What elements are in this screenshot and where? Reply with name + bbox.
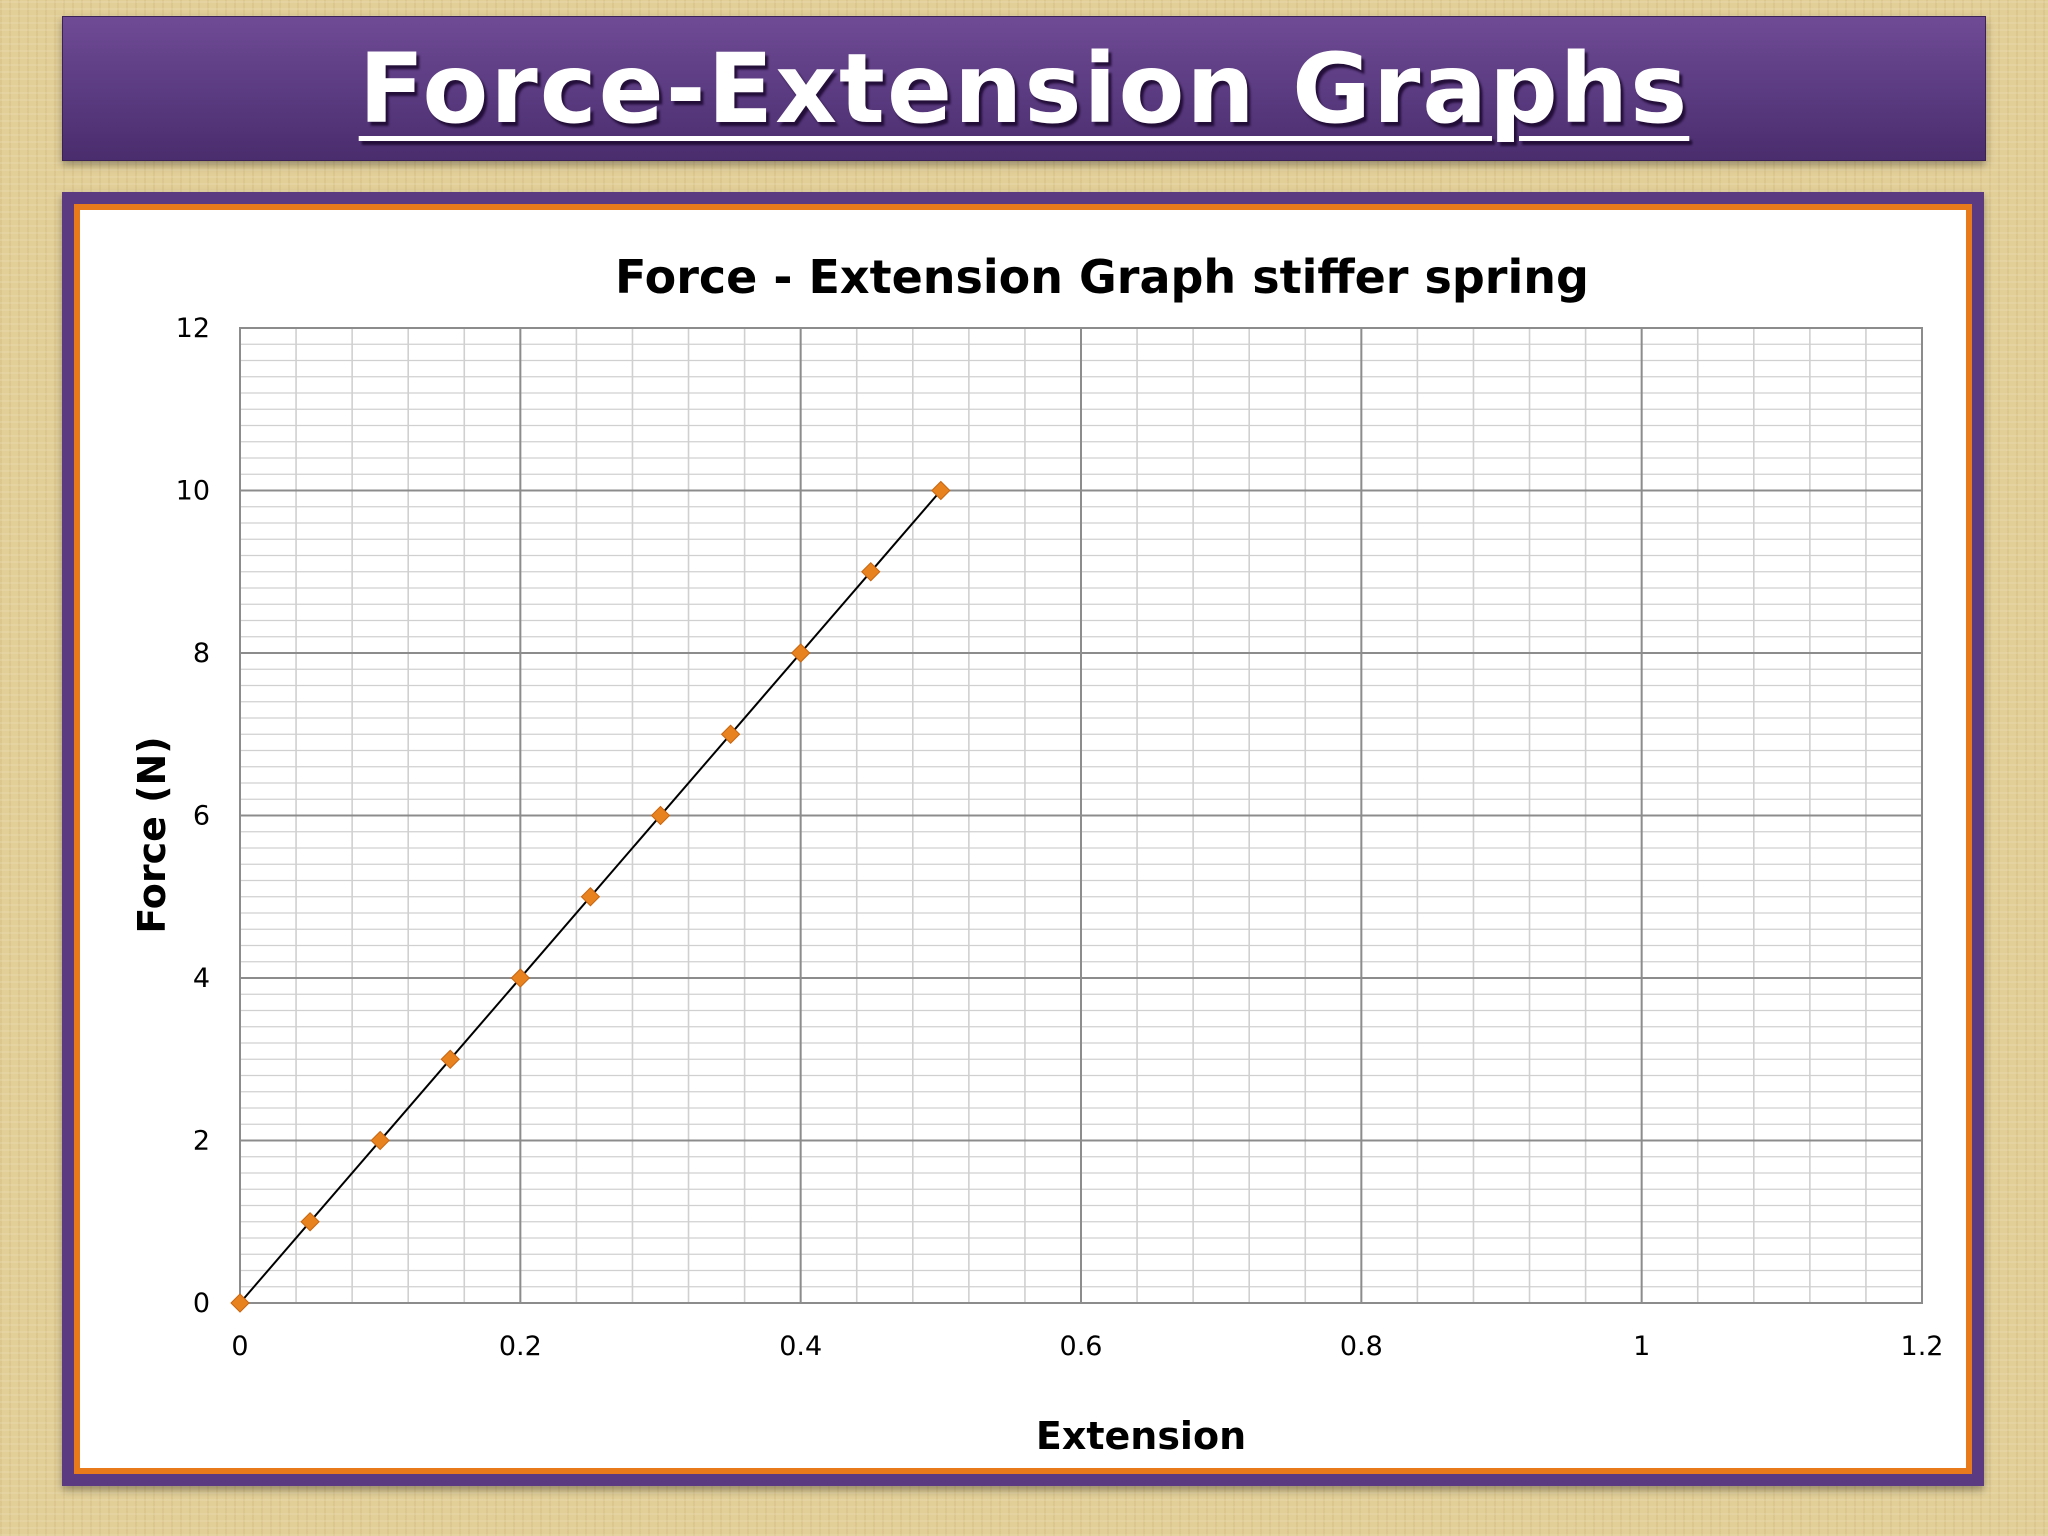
data-point-marker	[370, 1130, 390, 1151]
y-tick-label: 2	[193, 1126, 210, 1157]
x-tick-labels: 0 0.2 0.4 0.6 0.8 1 1.2	[231, 1331, 1943, 1362]
x-tick-label: 1.2	[1901, 1331, 1944, 1362]
data-point-marker	[650, 805, 671, 826]
x-tick-label: 0	[231, 1331, 248, 1362]
data-point-marker	[440, 1049, 460, 1069]
title-banner: Force-Extension Graphs	[62, 16, 1986, 161]
plot-area-border	[239, 327, 1923, 1304]
y-tick-label: 12	[176, 313, 210, 344]
y-tick-label: 10	[176, 476, 210, 507]
chart-panel: 0 0.2 0.4 0.6 0.8 1 1.2 0 2 4 6 8 10 12 Force - Exte…	[74, 204, 1972, 1474]
data-point-marker	[580, 887, 601, 907]
plot-border	[239, 327, 1923, 1304]
x-tick-label: 0.8	[1340, 1331, 1383, 1362]
chart-title: Force - Extension Graph stiffer spring	[615, 250, 1589, 304]
x-tick-label: 1	[1633, 1331, 1650, 1362]
y-tick-label: 4	[193, 963, 210, 994]
data-point-marker	[230, 1293, 250, 1313]
series-markers	[230, 480, 951, 1313]
slide-title: Force-Extension Graphs	[358, 32, 1690, 145]
y-tick-labels: 0 2 4 6 8 10 12	[176, 313, 210, 1319]
y-axis-label: Force (N)	[130, 736, 174, 933]
data-point-marker	[510, 968, 531, 988]
data-point-marker	[720, 724, 741, 744]
data-point-marker	[790, 643, 811, 663]
data-point-marker	[300, 1212, 320, 1232]
data-point-marker	[931, 480, 951, 501]
x-axis-label: Extension	[1036, 1414, 1246, 1458]
data-point-marker	[861, 562, 881, 582]
y-tick-label: 0	[193, 1288, 210, 1319]
chart-frame: 0 0.2 0.4 0.6 0.8 1 1.2 0 2 4 6 8 10 12 Force - Exte…	[62, 192, 1984, 1486]
x-tick-label: 0.6	[1060, 1331, 1103, 1362]
y-tick-label: 8	[193, 638, 210, 669]
x-tick-label: 0.2	[499, 1331, 542, 1362]
x-tick-label: 0.4	[779, 1331, 822, 1362]
force-extension-chart: 0 0.2 0.4 0.6 0.8 1 1.2 0 2 4 6 8 10 12 Force - Exte…	[130, 250, 1943, 1458]
y-tick-label: 6	[193, 801, 210, 832]
